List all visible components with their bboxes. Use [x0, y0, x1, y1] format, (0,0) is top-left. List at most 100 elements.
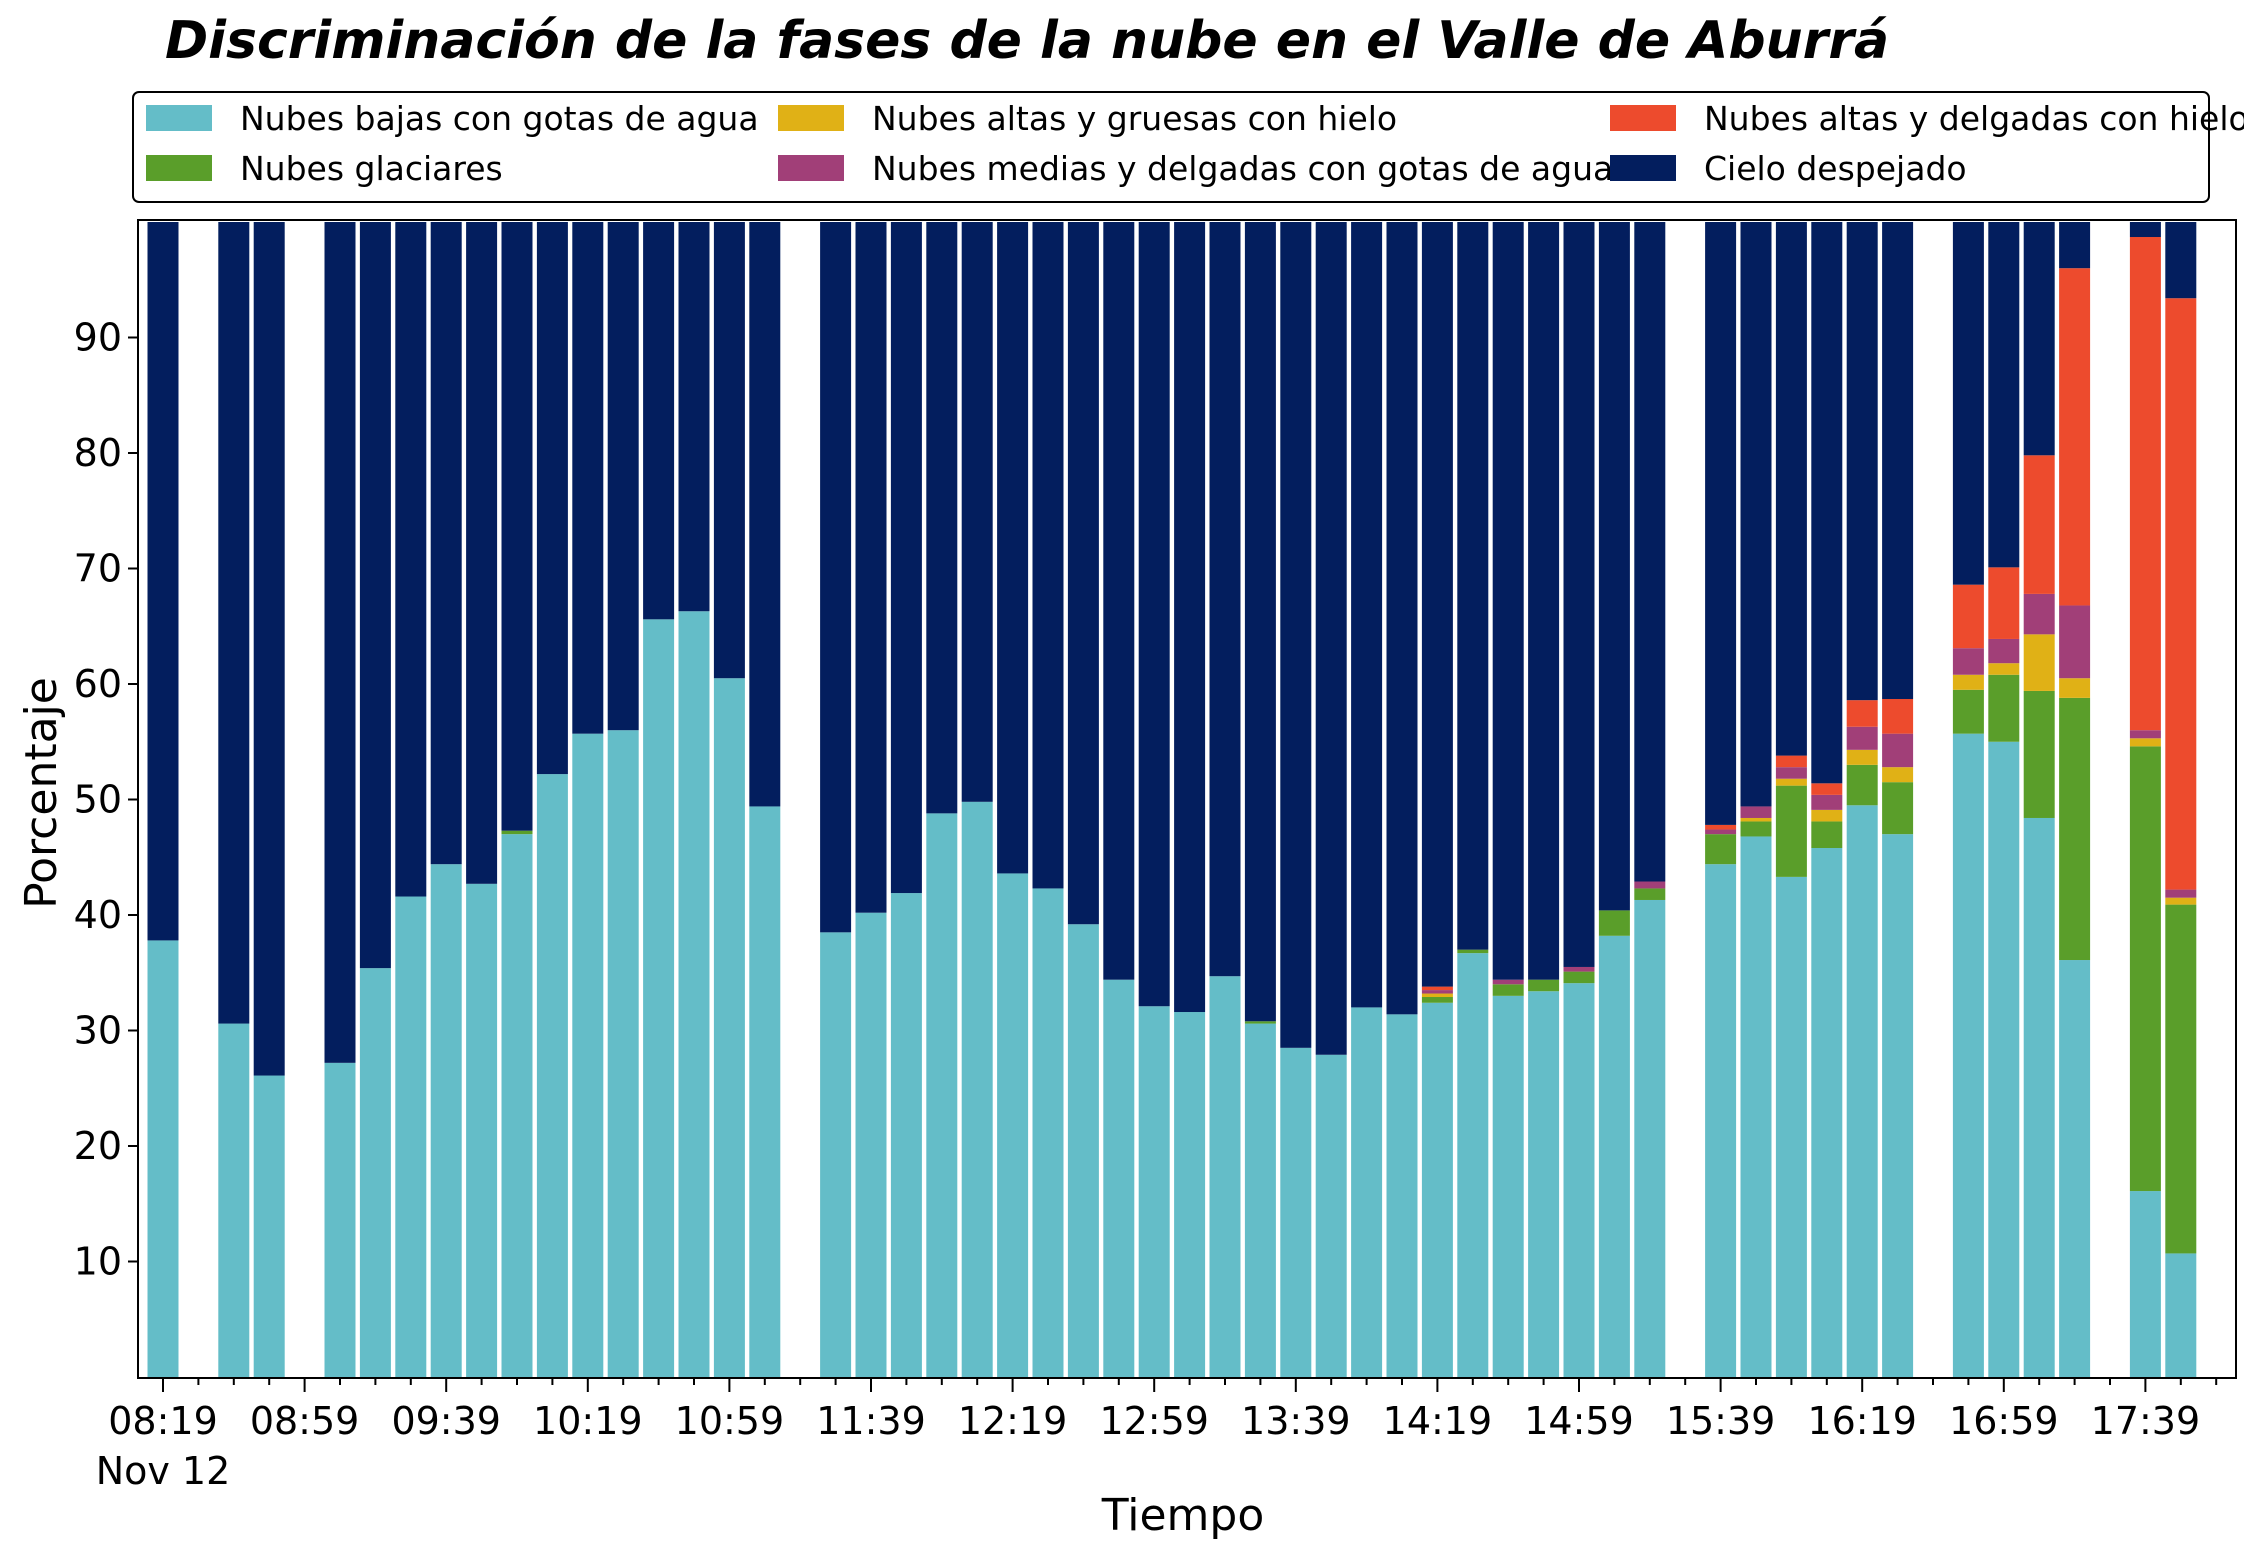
bar-1459-series-3 — [1563, 966, 1595, 972]
bar-1109-series-5 — [749, 222, 781, 807]
x-tick-label-1219: 12:19 — [958, 1399, 1068, 1443]
bar-1629-series-0 — [1882, 834, 1914, 1377]
bar-0919-series-0 — [359, 968, 391, 1377]
bar-1419-series-1 — [1421, 997, 1453, 1003]
chart-title: Discriminación de la fases de la nube en… — [165, 11, 1889, 71]
bar-1739-series-5 — [2129, 222, 2161, 238]
legend-label-2: Nubes altas y gruesas con hielo — [872, 99, 1397, 138]
y-tick-label-30: 30 — [74, 1009, 122, 1053]
bar-0839-series-5 — [218, 222, 250, 1024]
bar-1219-series-5 — [997, 222, 1029, 874]
bar-1719-series-0 — [2059, 960, 2091, 1377]
bar-1329-series-0 — [1244, 1023, 1276, 1377]
bar-1549-series-2 — [1740, 817, 1772, 822]
bar-1629-series-4 — [1882, 699, 1914, 734]
bar-1549-series-5 — [1740, 222, 1772, 807]
bar-1149-series-0 — [890, 893, 922, 1377]
y-tick-label-10: 10 — [74, 1240, 122, 1284]
y-tick-label-80: 80 — [74, 431, 122, 475]
bar-1359-series-5 — [1351, 222, 1383, 1008]
bar-1709-series-1 — [2023, 690, 2055, 818]
bar-1719-series-3 — [2059, 605, 2091, 679]
bar-1459-series-1 — [1563, 971, 1595, 984]
bar-1039-series-5 — [643, 222, 675, 620]
bar-1539-series-3 — [1705, 829, 1737, 835]
bar-0929-series-0 — [395, 896, 427, 1377]
bar-1209-series-0 — [961, 801, 993, 1377]
bar-0929-series-5 — [395, 222, 427, 897]
bar-1249-series-0 — [1103, 979, 1135, 1377]
bar-1439-series-1 — [1492, 984, 1524, 996]
legend-label-5: Cielo despejado — [1704, 149, 1967, 188]
bar-1329-series-1 — [1244, 1021, 1276, 1024]
legend-swatch-0 — [146, 105, 212, 131]
bar-1549-series-0 — [1740, 836, 1772, 1377]
bar-1609-series-2 — [1811, 809, 1843, 822]
bar-1439-series-3 — [1492, 979, 1524, 985]
bar-1359-series-0 — [1351, 1007, 1383, 1377]
y-tick-label-50: 50 — [74, 778, 122, 822]
bar-1259-series-0 — [1138, 1006, 1170, 1377]
legend-label-1: Nubes glaciares — [240, 149, 503, 188]
x-tick-label-1059: 10:59 — [675, 1399, 785, 1443]
bar-1339-series-5 — [1280, 222, 1312, 1048]
y-tick-label-60: 60 — [74, 662, 122, 706]
bar-1209-series-5 — [961, 222, 993, 802]
bar-1029-series-5 — [607, 222, 639, 731]
y-axis-label: Porcentaje — [16, 677, 67, 909]
x-tick-label-1459: 14:59 — [1524, 1399, 1634, 1443]
bar-1229-series-0 — [1032, 888, 1064, 1377]
bar-1419-series-0 — [1421, 1002, 1453, 1377]
bar-1709-series-2 — [2023, 634, 2055, 691]
bar-1419-series-4 — [1421, 986, 1453, 991]
legend: Nubes bajas con gotas de agua Nubes glaci… — [132, 91, 2244, 203]
bar-1149-series-5 — [890, 222, 922, 894]
x-tick-label-1659: 16:59 — [1949, 1399, 2059, 1443]
bar-1519-series-0 — [1634, 899, 1666, 1377]
bar-1619-series-2 — [1846, 749, 1878, 765]
bar-0959-series-0 — [501, 834, 533, 1377]
bar-1659-series-4 — [1988, 567, 2020, 639]
bar-1739-series-4 — [2129, 237, 2161, 731]
bar-1219-series-0 — [997, 873, 1029, 1377]
bar-1749-series-0 — [2165, 1253, 2197, 1377]
bar-1429-series-5 — [1457, 222, 1489, 950]
bar-1649-series-1 — [1952, 689, 1984, 734]
bar-1749-series-5 — [2165, 222, 2197, 299]
bar-1619-series-1 — [1846, 764, 1878, 806]
bar-1159-series-0 — [926, 813, 958, 1377]
bar-1649-series-0 — [1952, 733, 1984, 1377]
bar-1519-series-3 — [1634, 881, 1666, 889]
bar-1449-series-1 — [1528, 979, 1560, 992]
bar-1609-series-0 — [1811, 848, 1843, 1377]
legend-label-4: Nubes altas y delgadas con hielo — [1704, 99, 2244, 138]
bar-1409-series-5 — [1386, 222, 1418, 1015]
bar-0939-series-5 — [430, 222, 462, 865]
bar-1419-series-5 — [1421, 222, 1453, 987]
bar-1629-series-5 — [1882, 222, 1914, 700]
bars-group — [147, 222, 2197, 1377]
bar-1719-series-4 — [2059, 268, 2091, 606]
bar-0819-series-0 — [147, 940, 179, 1377]
bar-0909-series-5 — [324, 222, 356, 1063]
legend-swatch-1 — [146, 155, 212, 181]
bar-1539-series-1 — [1705, 834, 1737, 865]
bar-1719-series-1 — [2059, 697, 2091, 961]
bar-1139-series-0 — [855, 912, 887, 1377]
x-axis-label: Tiempo — [1101, 1490, 1265, 1541]
bar-1049-series-0 — [678, 611, 710, 1377]
bar-1319-series-0 — [1209, 976, 1241, 1377]
legend-swatch-2 — [778, 105, 844, 131]
bar-1749-series-4 — [2165, 298, 2197, 890]
bar-1709-series-4 — [2023, 455, 2055, 594]
y-tick-label-40: 40 — [74, 893, 122, 937]
bar-1559-series-1 — [1775, 785, 1807, 877]
bar-1109-series-0 — [749, 806, 781, 1377]
bar-1629-series-1 — [1882, 782, 1914, 835]
bar-1539-series-5 — [1705, 222, 1737, 825]
legend-label-3: Nubes medias y delgadas con gotas de agu… — [872, 149, 1613, 188]
legend-box — [132, 91, 2210, 203]
bar-1609-series-1 — [1811, 821, 1843, 849]
bar-1039-series-0 — [643, 619, 675, 1377]
